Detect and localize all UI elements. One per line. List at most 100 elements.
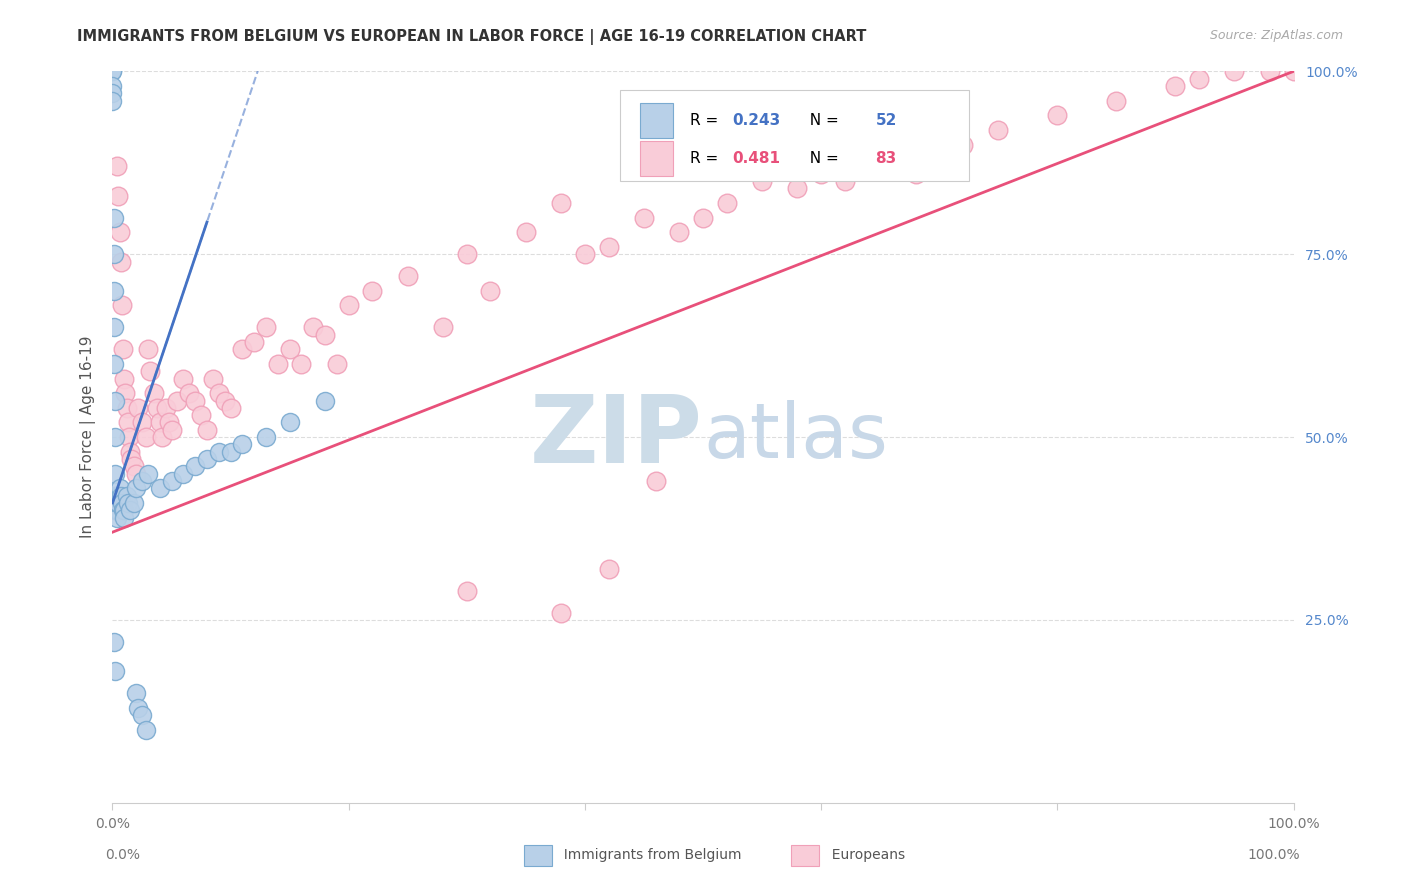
Point: [120, 444, 142, 458]
Bar: [640, 141, 673, 177]
Bar: [640, 103, 673, 137]
Point: [314, 393, 336, 408]
Bar: [524, 845, 551, 866]
Point: [117, 416, 139, 430]
Point: [396, 269, 419, 284]
Point: [103, 284, 125, 298]
Point: [105, 496, 128, 510]
Point: [208, 444, 231, 458]
Point: [127, 401, 149, 415]
Point: [104, 467, 127, 481]
Point: [160, 474, 183, 488]
Point: [456, 583, 478, 598]
Point: [146, 401, 169, 415]
Point: [751, 174, 773, 188]
Point: [267, 357, 290, 371]
Point: [131, 416, 153, 430]
Point: [117, 496, 139, 510]
Point: [101, 87, 124, 101]
Point: [574, 247, 596, 261]
Point: [326, 357, 349, 371]
Point: [243, 334, 266, 349]
Text: atlas: atlas: [703, 401, 887, 474]
Point: [1164, 78, 1187, 93]
Point: [103, 247, 125, 261]
Point: [172, 467, 194, 481]
Text: 0.481: 0.481: [733, 152, 780, 167]
Point: [104, 430, 127, 444]
FancyBboxPatch shape: [620, 90, 969, 181]
Text: ZIP: ZIP: [530, 391, 703, 483]
Point: [668, 225, 690, 239]
Point: [1105, 94, 1128, 108]
Point: [112, 371, 135, 385]
Point: [110, 254, 132, 268]
Point: [208, 386, 231, 401]
Point: [550, 606, 572, 620]
Point: [101, 78, 124, 93]
Text: Source: ZipAtlas.com: Source: ZipAtlas.com: [1209, 29, 1343, 42]
Text: 0.0%: 0.0%: [105, 847, 141, 862]
Point: [231, 437, 253, 451]
Point: [104, 489, 127, 503]
Point: [105, 503, 128, 517]
Point: [112, 503, 135, 517]
Point: [150, 430, 173, 444]
Point: [278, 416, 301, 430]
Point: [254, 430, 277, 444]
Text: R =: R =: [690, 152, 723, 167]
Point: [219, 444, 242, 458]
Point: [1282, 64, 1305, 78]
Point: [160, 423, 183, 437]
Point: [107, 188, 129, 202]
Point: [1046, 108, 1069, 122]
Point: [810, 167, 832, 181]
Point: [834, 174, 856, 188]
Text: 0.243: 0.243: [733, 112, 780, 128]
Text: R =: R =: [690, 112, 723, 128]
Text: N =: N =: [800, 112, 844, 128]
Point: [139, 364, 162, 378]
Point: [114, 386, 136, 401]
Point: [101, 489, 124, 503]
Point: [987, 123, 1010, 137]
Point: [112, 343, 135, 357]
Point: [479, 284, 502, 298]
Point: [195, 423, 218, 437]
Point: [110, 489, 132, 503]
Point: [337, 298, 360, 312]
Point: [716, 196, 738, 211]
Point: [179, 386, 201, 401]
Point: [214, 393, 236, 408]
Point: [869, 152, 891, 166]
Bar: [790, 845, 818, 866]
Point: [112, 510, 135, 524]
Point: [361, 284, 384, 298]
Point: [107, 496, 129, 510]
Point: [598, 240, 620, 254]
Point: [101, 94, 124, 108]
Point: [928, 152, 950, 166]
Point: [515, 225, 537, 239]
Point: [135, 430, 157, 444]
Point: [254, 320, 277, 334]
Point: [157, 416, 180, 430]
Y-axis label: In Labor Force | Age 16-19: In Labor Force | Age 16-19: [80, 335, 96, 539]
Point: [108, 481, 131, 495]
Point: [149, 416, 172, 430]
Text: IMMIGRANTS FROM BELGIUM VS EUROPEAN IN LABOR FORCE | AGE 16-19 CORRELATION CHART: IMMIGRANTS FROM BELGIUM VS EUROPEAN IN L…: [77, 29, 866, 45]
Point: [456, 247, 478, 261]
Point: [786, 181, 808, 195]
Text: 52: 52: [876, 112, 897, 128]
Text: N =: N =: [800, 152, 844, 167]
Point: [103, 357, 125, 371]
Point: [103, 211, 125, 225]
Point: [105, 503, 128, 517]
Point: [112, 503, 135, 517]
Point: [136, 467, 159, 481]
Point: [195, 452, 218, 467]
Point: [135, 723, 157, 737]
Point: [633, 211, 655, 225]
Point: [219, 401, 242, 415]
Point: [125, 481, 148, 495]
